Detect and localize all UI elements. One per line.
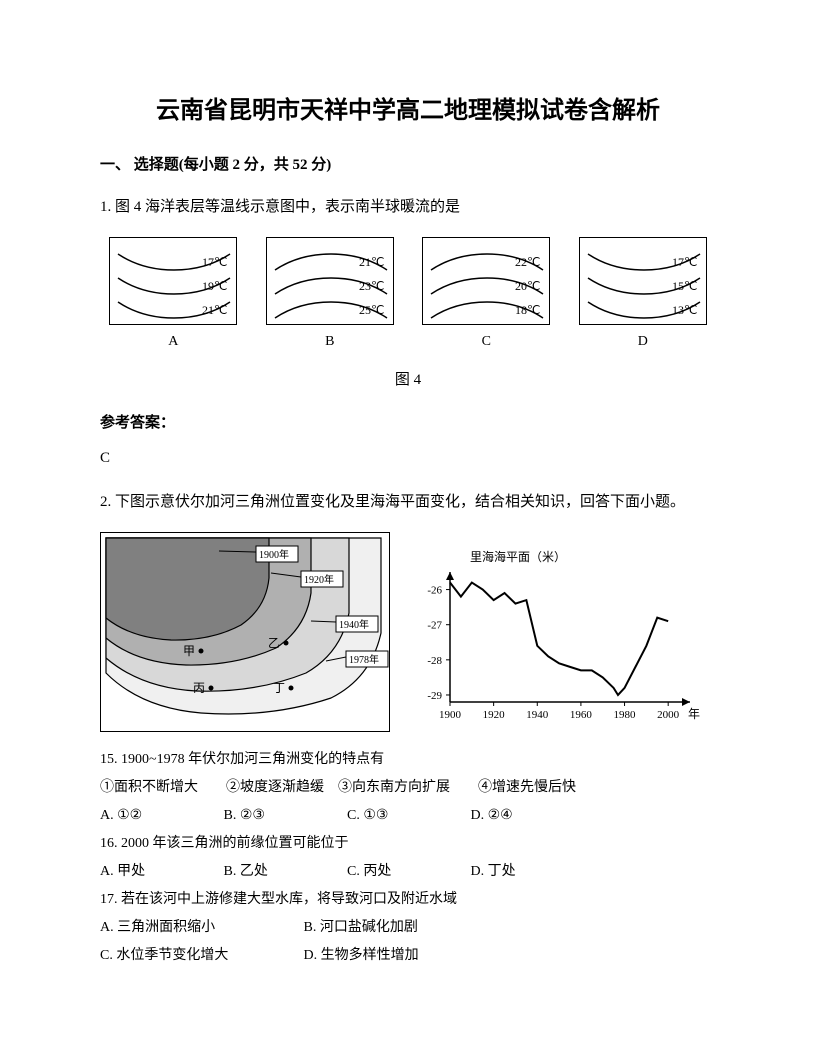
q15-options: A. ①② B. ②③ C. ①③ D. ②④ xyxy=(100,802,716,830)
q1-diagrams: 17℃19℃21℃A21℃23℃25℃B22℃20℃18℃C17℃15℃13℃D xyxy=(100,237,716,350)
svg-text:17℃: 17℃ xyxy=(202,255,227,269)
svg-text:1920年: 1920年 xyxy=(304,573,334,586)
svg-text:13℃: 13℃ xyxy=(672,303,697,317)
q15-items: ①面积不断增大 ②坡度逐渐趋缓 ③向东南方向扩展 ④增速先慢后快 xyxy=(100,774,716,802)
q16-opt-b: B. 乙处 xyxy=(224,858,344,886)
svg-text:-29: -29 xyxy=(427,690,442,702)
svg-text:23℃: 23℃ xyxy=(359,279,384,293)
q17-stem: 17. 若在该河中上游修建大型水库，将导致河口及附近水域 xyxy=(100,886,716,914)
svg-text:里海海平面（米）: 里海海平面（米） xyxy=(470,549,566,564)
q17-opt-a: A. 三角洲面积缩小 xyxy=(100,914,300,942)
svg-text:-26: -26 xyxy=(427,585,442,597)
q16-options: A. 甲处 B. 乙处 C. 丙处 D. 丁处 xyxy=(100,858,716,886)
svg-text:17℃: 17℃ xyxy=(672,255,697,269)
q15-opt-d: D. ②④ xyxy=(471,802,591,830)
q17-opt-d: D. 生物多样性增加 xyxy=(304,942,504,970)
svg-text:1980: 1980 xyxy=(614,709,637,721)
delta-map: 1900年 1920年 1940年 1978年 甲 乙丙 丁 xyxy=(100,532,390,732)
sea-level-chart: -26 -27 -28 -29 1900 1920 1940 1960 1980 2000 里海海平… xyxy=(410,547,700,727)
q16-opt-d: D. 丁处 xyxy=(471,858,591,886)
svg-text:丁: 丁 xyxy=(273,681,285,695)
svg-text:甲: 甲 xyxy=(183,644,195,658)
svg-text:1940年: 1940年 xyxy=(339,618,369,631)
answer-label: 参考答案： xyxy=(100,411,716,432)
q17-options-row1: A. 三角洲面积缩小 B. 河口盐碱化加剧 xyxy=(100,914,716,942)
svg-text:20℃: 20℃ xyxy=(515,279,540,293)
svg-text:1940: 1940 xyxy=(526,709,549,721)
svg-text:1920: 1920 xyxy=(483,709,506,721)
isotherm-diagram-D: 17℃15℃13℃D xyxy=(578,237,708,350)
svg-text:25℃: 25℃ xyxy=(359,303,384,317)
svg-text:18℃: 18℃ xyxy=(515,303,540,317)
isotherm-diagram-C: 22℃20℃18℃C xyxy=(421,237,551,350)
svg-text:22℃: 22℃ xyxy=(515,255,540,269)
q1-answer: C xyxy=(100,450,716,467)
section-header: 一、 选择题(每小题 2 分，共 52 分) xyxy=(100,153,716,174)
page-title: 云南省昆明市天祥中学高二地理模拟试卷含解析 xyxy=(100,90,716,125)
svg-text:21℃: 21℃ xyxy=(359,255,384,269)
q1-caption: 图 4 xyxy=(100,368,716,389)
q15-opt-a: A. ①② xyxy=(100,802,220,830)
svg-text:1978年: 1978年 xyxy=(349,653,379,666)
svg-text:乙: 乙 xyxy=(268,636,280,650)
q15-opt-c: C. ①③ xyxy=(347,802,467,830)
svg-text:丙: 丙 xyxy=(193,681,205,695)
q17-opt-c: C. 水位季节变化增大 xyxy=(100,942,300,970)
svg-text:年份: 年份 xyxy=(688,707,700,721)
svg-text:-27: -27 xyxy=(427,620,442,632)
svg-text:21℃: 21℃ xyxy=(202,303,227,317)
svg-text:2000: 2000 xyxy=(657,709,680,721)
q1-text: 1. 图 4 海洋表层等温线示意图中，表示南半球暖流的是 xyxy=(100,194,716,221)
svg-text:1900年: 1900年 xyxy=(259,548,289,561)
svg-text:1900: 1900 xyxy=(439,709,462,721)
svg-text:-28: -28 xyxy=(427,655,442,667)
q15-stem: 15. 1900~1978 年伏尔加河三角洲变化的特点有 xyxy=(100,746,716,774)
q16-stem: 16. 2000 年该三角洲的前缘位置可能位于 xyxy=(100,830,716,858)
svg-text:1960: 1960 xyxy=(570,709,593,721)
q17-opt-b: B. 河口盐碱化加剧 xyxy=(304,914,504,942)
isotherm-diagram-B: 21℃23℃25℃B xyxy=(265,237,395,350)
svg-text:19℃: 19℃ xyxy=(202,279,227,293)
q2-text: 2. 下图示意伏尔加河三角洲位置变化及里海海平面变化，结合相关知识，回答下面小题… xyxy=(100,489,716,516)
q17-options-row2: C. 水位季节变化增大 D. 生物多样性增加 xyxy=(100,942,716,970)
isotherm-diagram-A: 17℃19℃21℃A xyxy=(108,237,238,350)
q16-opt-c: C. 丙处 xyxy=(347,858,467,886)
q16-opt-a: A. 甲处 xyxy=(100,858,220,886)
q2-figures: 1900年 1920年 1940年 1978年 甲 乙丙 丁 -26 -27 -28 -29 190… xyxy=(100,532,716,732)
q15-opt-b: B. ②③ xyxy=(224,802,344,830)
svg-text:15℃: 15℃ xyxy=(672,279,697,293)
